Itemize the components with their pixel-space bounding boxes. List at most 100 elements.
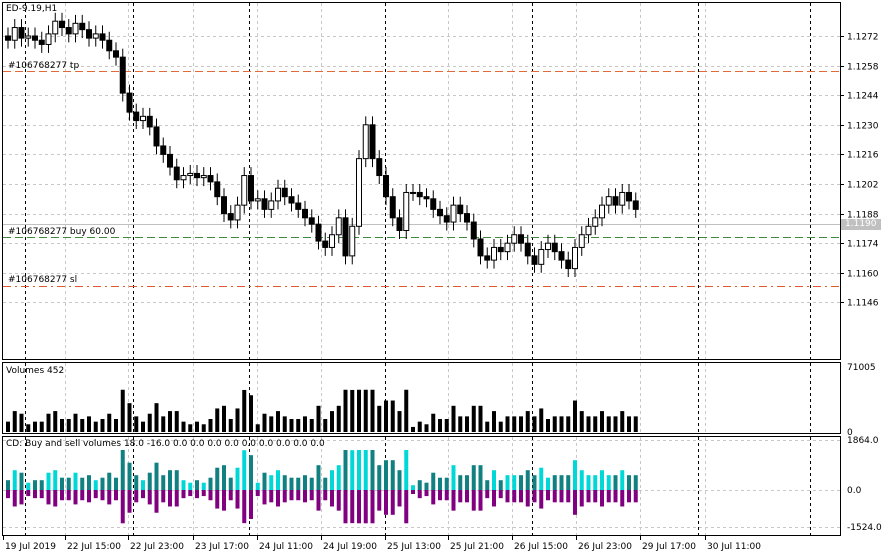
cd-buy-bar (424, 482, 429, 490)
cd-buy-bar (249, 455, 253, 490)
candle-body (18, 27, 25, 39)
time-tick-label: 26 Jul 23:00 (578, 542, 632, 552)
candle-body (241, 175, 248, 206)
volume-bar (566, 416, 571, 432)
price-tick-label: 1.1174 (847, 240, 879, 250)
volume-panel-title: Volumes 452 (6, 366, 65, 376)
volume-bar (195, 421, 199, 432)
cd-sell-bar (525, 490, 530, 507)
volume-bar (323, 419, 328, 432)
candle-body (268, 200, 275, 210)
cd-buy-bar (458, 475, 463, 490)
cd-sell-bar (100, 490, 105, 501)
cd-sell-bar (114, 490, 118, 501)
candle-body (227, 213, 234, 221)
price-tick-label: 1.1258 (847, 63, 879, 73)
cd-buy-bar (134, 475, 139, 490)
cd-sell-bar (397, 490, 402, 507)
cd-buy-bar (60, 477, 64, 490)
cd-buy-bar (147, 472, 152, 490)
cd-buy-bar (519, 475, 523, 490)
volume-bar (357, 389, 361, 432)
cd-buy-bar (174, 470, 179, 490)
volume-bar (451, 405, 456, 432)
volume-tick-label: 0 (847, 428, 853, 438)
cd-buy-bar (451, 465, 456, 490)
volume-tick-label: 71005 (847, 363, 876, 373)
cd-buy-bar (377, 465, 382, 490)
cd-sell-bar (390, 490, 395, 515)
time-tick-label: 24 Jul 19:00 (323, 542, 377, 552)
volume-bar (552, 416, 557, 432)
candle-body (45, 33, 52, 45)
cd-buy-bar (539, 467, 544, 490)
volume-bar (107, 413, 112, 432)
cd-tick-label: 0.0 (847, 486, 862, 496)
candle-body (146, 115, 153, 128)
cd-buy-bar (357, 450, 361, 490)
sl-order-label: #106768277 sl (8, 275, 78, 285)
cd-sell-bar (586, 490, 591, 503)
candle-body (403, 191, 410, 232)
cd-sell-bar (39, 490, 44, 499)
cd-sell-bar (519, 490, 523, 503)
candle-body (329, 234, 335, 248)
cd-buy-bar (498, 480, 503, 490)
cd-buy-bar (195, 480, 199, 490)
volume-bar (505, 416, 510, 432)
cd-buy-bar (296, 477, 301, 490)
candle-body (99, 33, 106, 41)
volume-bar (390, 400, 395, 432)
volume-bar (12, 411, 17, 432)
time-tick-label: 19 Jul 2019 (5, 542, 56, 552)
volume-bar (282, 416, 287, 432)
volume-bar (269, 416, 274, 432)
cd-sell-bar (505, 490, 510, 503)
time-tick-label: 30 Jul 11:00 (707, 542, 761, 552)
candle-body (585, 225, 592, 236)
price-tick-label: 1.1188 (847, 211, 879, 221)
candle-body (612, 196, 619, 206)
cd-sell-bar (168, 490, 172, 507)
candle-body (295, 202, 302, 210)
cd-buy-bar (512, 475, 517, 490)
cd-sell-bar (242, 490, 247, 524)
cd-buy-bar (46, 472, 51, 490)
cd-buy-bar (114, 477, 118, 490)
candle-body (551, 242, 558, 253)
cd-buy-bar (525, 470, 530, 490)
candle-body (545, 242, 551, 251)
price-tick-label: 1.1272 (847, 33, 879, 43)
volume-bar (627, 416, 631, 432)
cd-buy-bar (316, 465, 321, 490)
volume-bar (525, 411, 530, 432)
candle-body (464, 213, 470, 223)
cd-sell-bar (161, 490, 166, 503)
cd-buy-bar (309, 477, 314, 490)
candle-body (173, 166, 180, 181)
cd-sell-bar (417, 490, 422, 499)
cd-sell-bar (573, 490, 577, 515)
cd-sell-bar (330, 490, 334, 507)
cd-buy-bar (188, 482, 193, 490)
time-tick-label: 22 Jul 15:00 (67, 542, 121, 552)
volume-bar (66, 419, 71, 432)
volume-bar (93, 421, 98, 432)
cd-sell-bar (282, 490, 287, 503)
candle-body (261, 198, 268, 210)
candle-body (140, 115, 146, 122)
cd-buy-bar (127, 462, 132, 490)
candle-body (342, 217, 349, 257)
volume-bar (46, 413, 51, 432)
candle-body (187, 172, 194, 177)
cd-buy-bar (397, 470, 402, 490)
cd-sell-bar (201, 490, 206, 497)
cd-sell-bar (255, 490, 260, 497)
cd-sell-bar (546, 490, 550, 501)
current-price-badge: 1.1190 (845, 219, 877, 229)
volume-bar (215, 408, 220, 432)
cd-sell-bar (357, 490, 361, 524)
candle-body (538, 249, 545, 265)
cd-sell-bar (600, 490, 604, 507)
